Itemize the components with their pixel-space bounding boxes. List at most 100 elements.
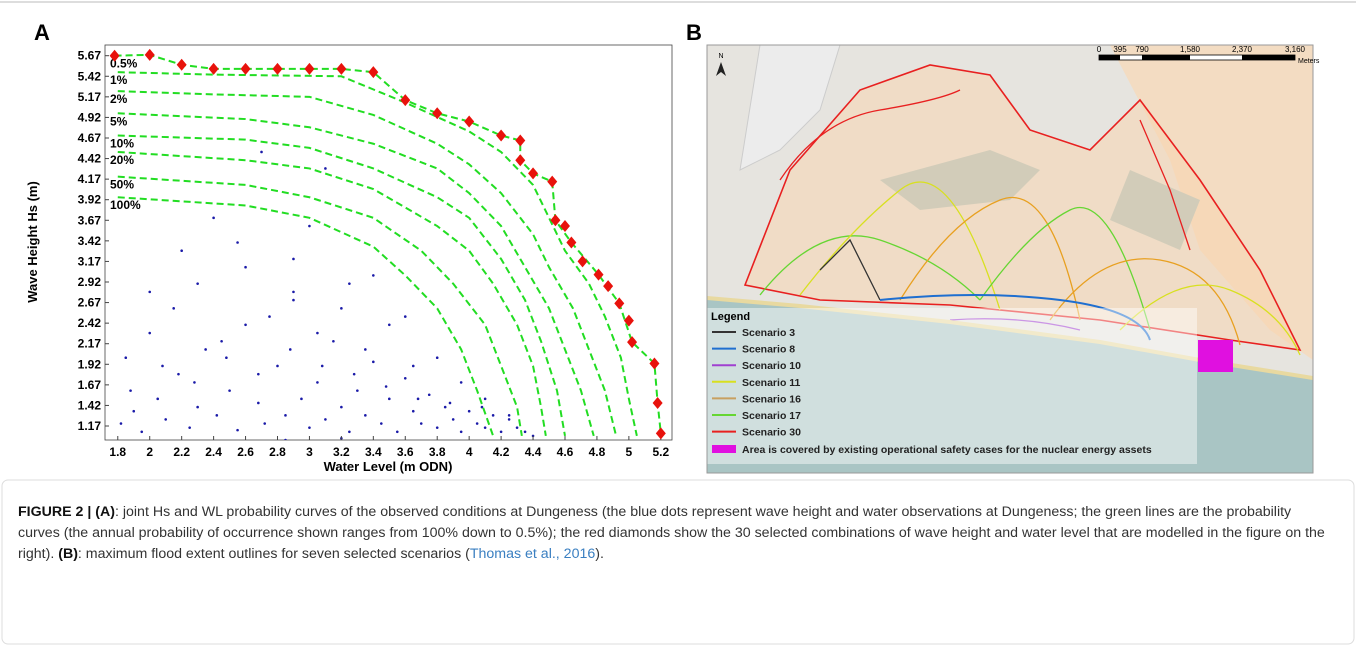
selected-diamond: [496, 129, 507, 142]
observation-dot: [403, 376, 407, 380]
selected-diamond: [550, 214, 561, 227]
y-tick-label: 2.17: [78, 337, 102, 351]
y-tick-label: 4.17: [78, 172, 102, 186]
x-tick-label: 3.8: [429, 445, 446, 459]
curve-label: 10%: [110, 137, 134, 151]
observation-dot: [372, 360, 375, 364]
map-legend-bg: [707, 308, 1197, 464]
observation-dot: [172, 307, 175, 310]
observation-dot: [531, 434, 535, 438]
map: [707, 45, 1313, 473]
y-tick-label: 4.92: [78, 110, 102, 124]
scale-bar-segment: [1242, 55, 1295, 60]
probability-curve: [117, 134, 566, 437]
x-tick-label: 2: [146, 445, 153, 459]
scale-bar-segment: [1099, 55, 1120, 60]
curve-label: 100%: [110, 198, 141, 212]
legend-title: Legend: [711, 311, 750, 323]
observation-dot: [156, 397, 160, 401]
observation-dot: [467, 409, 471, 413]
observation-dot: [507, 414, 511, 417]
observation-dot: [523, 430, 527, 434]
observation-dot: [284, 438, 287, 440]
observation-dot: [435, 356, 439, 360]
plot-area: [104, 44, 673, 441]
observation-dot: [320, 364, 324, 368]
scale-bar: 0 395 790 1,580 2,370 3,160 Meters: [1097, 45, 1320, 65]
observation-dot: [292, 290, 295, 294]
observation-dot: [387, 323, 391, 327]
y-tick-label: 5.67: [78, 49, 102, 63]
y-tick-label: 2.67: [78, 296, 102, 310]
observation-dot: [288, 348, 292, 351]
y-tick-label: 2.92: [78, 275, 102, 289]
scale-label: 3,160: [1285, 45, 1306, 54]
north-label: N: [718, 53, 723, 60]
selected-diamond: [547, 175, 558, 188]
selected-diamond: [603, 280, 614, 293]
legend-label: Scenario 8: [742, 344, 795, 356]
curve-label: 2%: [110, 92, 128, 106]
caption-figure: FIGURE 2 | (A): [18, 504, 115, 520]
plot: 1.171.421.671.922.172.422.672.923.173.42…: [78, 49, 670, 459]
observation-dot: [196, 405, 199, 409]
selected-diamond: [623, 314, 634, 327]
selected-diamond: [208, 62, 219, 75]
citation-link[interactable]: Thomas et al., 2016: [469, 546, 596, 562]
map-outlines: [759, 89, 1301, 356]
x-tick-label: 3.4: [365, 445, 382, 459]
observation-dot: [193, 381, 196, 384]
legend-label: Scenario 11: [742, 377, 801, 389]
observation-dot: [284, 414, 287, 417]
plot-clip: [114, 53, 662, 440]
scale-label: 1,580: [1180, 45, 1201, 54]
observation-dot: [148, 290, 152, 294]
probability-curve: [117, 175, 523, 437]
selected-diamond: [432, 107, 443, 120]
observation-dot: [244, 323, 247, 327]
observation-dot: [177, 372, 180, 376]
y-tick-label: 4.67: [78, 131, 102, 145]
scale-label: 790: [1135, 45, 1149, 54]
x-tick-label: 4.6: [557, 445, 574, 459]
selected-diamond: [144, 48, 155, 61]
observation-dot: [411, 409, 415, 413]
observation-dot: [292, 257, 295, 261]
observation-dot: [340, 405, 343, 409]
curve-label: 5%: [110, 114, 128, 128]
y-axis-title: Wave Height Hs (m): [25, 181, 40, 303]
selected-diamond: [109, 49, 120, 62]
y-tick-label: 1.92: [78, 357, 102, 371]
scale-label: 2,370: [1232, 45, 1253, 54]
x-tick-label: 3.2: [333, 445, 350, 459]
observation-dot: [124, 356, 128, 360]
observation-dot: [316, 381, 319, 384]
curve-label: 0.5%: [110, 57, 138, 71]
y-tick-label: 5.17: [78, 90, 102, 104]
map-safety-area: [1198, 340, 1233, 372]
observation-dot: [384, 385, 388, 388]
legend-swatch: [712, 445, 736, 453]
selected-diamond: [304, 62, 315, 75]
selected-diamond: [528, 167, 539, 180]
selected-diamond: [240, 62, 251, 75]
observation-dot: [324, 167, 327, 170]
selected-diamond: [627, 336, 638, 349]
observation-dot: [372, 274, 375, 277]
map-road: [739, 45, 841, 171]
observation-dot: [204, 348, 207, 351]
selected-diamond: [652, 396, 663, 409]
curve-label: 1%: [110, 73, 128, 87]
observation-dot: [459, 430, 463, 434]
selected-diamond: [336, 62, 347, 75]
y-tick-label: 3.17: [78, 254, 102, 268]
observation-dot: [480, 405, 484, 409]
observation-dot: [348, 282, 351, 285]
observation-dot: [491, 414, 495, 417]
y-tick-label: 1.67: [78, 378, 102, 392]
observation-dot: [215, 414, 219, 417]
observation-dot: [332, 339, 335, 343]
probability-curve: [117, 112, 595, 437]
